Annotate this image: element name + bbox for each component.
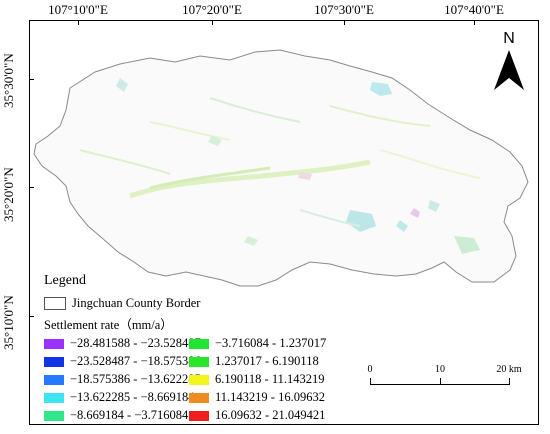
patch-ne-cyan	[370, 82, 392, 96]
legend-class-7: 1.237017 - 6.190118	[189, 354, 319, 369]
patch-south-band	[299, 209, 361, 227]
patch-east-band	[379, 149, 481, 179]
lat-tick	[29, 187, 34, 188]
legend-range: −8.669184 - −3.716084	[70, 408, 189, 422]
county-map	[33, 49, 529, 287]
settlement-patches	[79, 78, 481, 254]
scale-tick	[509, 378, 510, 385]
lon-tick	[344, 20, 345, 25]
legend-range: 11.143219 - 16.09632	[215, 390, 325, 404]
scale-tick	[370, 378, 371, 385]
lat-tick	[29, 79, 34, 80]
legend-swatch	[44, 338, 64, 349]
legend-class-3: −18.575386 - −13.622285	[44, 372, 201, 387]
legend-swatch	[44, 410, 64, 421]
legend-range: 1.237017 - 6.190118	[215, 354, 319, 368]
legend-border-item: Jingchuan County Border	[44, 296, 200, 311]
legend-swatch	[189, 356, 209, 367]
legend-swatch	[189, 338, 209, 349]
legend-swatch	[44, 392, 64, 403]
legend-range: −23.528487 - −18.575386	[70, 354, 201, 368]
legend-title: Legend	[44, 273, 86, 288]
patch-violet-small	[410, 208, 420, 218]
lon-label-4: 107°40'0"E	[444, 2, 504, 17]
patch-central-band	[129, 159, 371, 199]
lon-label-1: 107°10'0"E	[48, 2, 108, 17]
legend-range: −13.622285 - −8.669184	[70, 390, 195, 404]
legend-range: 16.09632 - 21.049421	[215, 408, 326, 422]
patch-north-band	[209, 97, 301, 123]
scale-tick	[440, 378, 441, 385]
legend-swatch	[189, 410, 209, 421]
north-label: N	[503, 30, 515, 47]
legend-range: −18.575386 - −13.622285	[70, 372, 201, 386]
legend-swatch	[44, 356, 64, 367]
north-arrow: N	[492, 30, 526, 99]
legend-class-9: 11.143219 - 16.09632	[189, 390, 325, 405]
legend-range: −28.481588 - −23.528487	[70, 336, 201, 350]
patch-se-small	[396, 220, 408, 232]
legend-range: −3.716084 - 1.237017	[215, 336, 327, 350]
patch-east-green	[454, 236, 480, 254]
legend-class-1: −28.481588 - −23.528487	[44, 336, 201, 351]
patch-mid-pink	[298, 172, 312, 180]
legend-class-4: −13.622285 - −8.669184	[44, 390, 195, 405]
legend-range: 6.190118 - 11.143219	[215, 372, 325, 386]
legend-swatch	[189, 374, 209, 385]
patch-central-band-2	[149, 166, 271, 190]
legend-class-6: −3.716084 - 1.237017	[189, 336, 326, 351]
patch-nw	[116, 78, 128, 92]
patch-mid-small	[208, 136, 222, 146]
lat-tick	[29, 316, 34, 317]
border-swatch	[44, 297, 66, 310]
lon-tick	[78, 20, 79, 25]
lon-tick	[474, 20, 475, 25]
scale-label-0: 0	[367, 364, 373, 375]
legend-swatch	[189, 392, 209, 403]
scale-bar: 0 10 20 km	[368, 364, 522, 404]
patch-ne-band	[329, 105, 431, 127]
legend-class-5: −8.669184 - −3.716084	[44, 408, 188, 423]
lon-tick	[212, 20, 213, 25]
lon-label-3: 107°30'0"E	[314, 2, 374, 17]
legend-swatch	[44, 374, 64, 385]
patch-west-band	[79, 149, 171, 175]
county-border	[33, 49, 529, 287]
scale-label-20: 20 km	[496, 364, 522, 375]
north-arrow-icon	[494, 50, 524, 90]
patch-nw-band	[149, 121, 231, 141]
legend-class-2: −23.528487 - −18.575386	[44, 354, 201, 369]
patch-se-cyan	[346, 210, 376, 232]
legend-class-8: 6.190118 - 11.143219	[189, 372, 325, 387]
patch-east-small	[428, 200, 440, 212]
border-label: Jingchuan County Border	[72, 296, 201, 310]
lat-label-2: 35°20'0"N	[1, 167, 16, 222]
settlement-rate-title: Settlement rate（mm/a）	[44, 318, 173, 332]
lat-label-1: 35°30'0"N	[1, 53, 16, 108]
lat-label-3: 35°10'0"N	[1, 295, 16, 350]
patch-south-small	[244, 236, 258, 246]
lon-label-2: 107°20'0"E	[182, 2, 242, 17]
legend-class-10: 16.09632 - 21.049421	[189, 408, 325, 423]
scale-label-10: 10	[435, 364, 445, 375]
